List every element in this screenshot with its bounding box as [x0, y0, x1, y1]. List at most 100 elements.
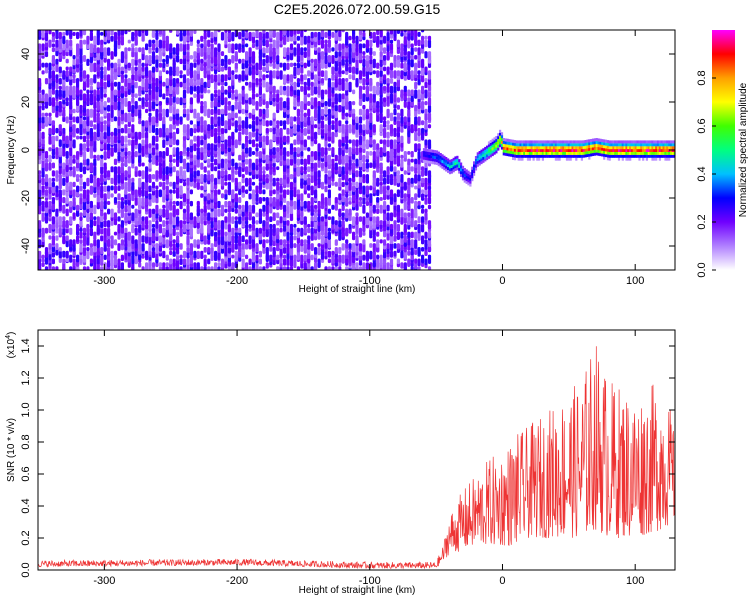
spectrogram-cell — [352, 30, 356, 35]
spectrogram-cell — [289, 43, 294, 50]
spectrogram-cell — [179, 227, 183, 237]
spectrogram-cell — [55, 74, 59, 80]
spectrogram-cell — [296, 166, 300, 176]
spectrogram-cell — [120, 120, 124, 125]
spectrogram-cell — [362, 135, 366, 142]
spectrogram-cell — [138, 143, 142, 154]
spectrogram-cell — [107, 208, 111, 215]
spectrogram-cell — [186, 78, 190, 88]
spectrogram-cell — [193, 108, 197, 115]
spectrogram-cell — [200, 162, 204, 170]
spectrogram-cell — [376, 30, 380, 36]
spectrogram-cell — [44, 78, 49, 85]
spectrogram-cell — [255, 185, 259, 194]
spectrogram-cell — [269, 139, 273, 150]
spectrogram-cell — [331, 158, 335, 164]
spectrogram-cell — [245, 147, 249, 154]
spectrogram-cell — [296, 243, 300, 253]
spectrogram-cell — [117, 127, 121, 134]
spectrogram-signal-cell — [495, 136, 498, 139]
spectrogram-cell — [76, 254, 80, 263]
spectrogram-cell — [338, 266, 342, 270]
spectrogram-cell — [62, 197, 66, 204]
spectrogram-cell — [255, 93, 259, 98]
spectrogram-cell — [300, 151, 304, 157]
spectrogram-cell — [210, 74, 214, 83]
spectrogram-cell — [258, 250, 262, 258]
spectrogram-cell — [348, 181, 352, 191]
spectrogram-cell — [186, 112, 190, 121]
spectrogram-cell — [386, 131, 390, 139]
spectrogram-cell — [362, 51, 366, 55]
spectrogram-cell — [203, 101, 207, 109]
spectrogram-cell — [44, 101, 49, 109]
spectrogram-cell — [338, 120, 342, 127]
spectrogram-cell — [55, 170, 59, 179]
spectrogram-cell — [176, 254, 180, 261]
spectrogram-signal-cell — [521, 143, 524, 147]
spectrogram-cell — [62, 31, 66, 37]
spectrogram-cell — [176, 208, 180, 216]
spectrogram-cell — [248, 47, 252, 57]
spectrogram-signal-cell — [526, 151, 530, 155]
spectrogram-cell — [400, 185, 404, 195]
spectrogram-cell — [41, 112, 45, 118]
spectrogram-cell — [193, 181, 197, 189]
spectrogram-cell — [231, 189, 235, 200]
spectrogram-cell — [48, 70, 52, 79]
spectrogram-cell — [203, 151, 207, 161]
spectrogram-cell — [210, 143, 214, 153]
spectrogram-cell — [169, 181, 173, 187]
spectrogram-cell — [193, 51, 197, 60]
spectrogram-cell — [210, 174, 214, 183]
spectrogram-cell — [362, 58, 366, 66]
spectrogram-cell — [189, 85, 193, 94]
spectrogram-cell — [196, 181, 200, 190]
spectrogram-cell — [214, 166, 218, 172]
spectrogram-cell — [117, 243, 121, 251]
spectrogram-cell — [182, 135, 187, 141]
spectrogram-signal-cell — [512, 154, 515, 158]
spectrogram-cell — [265, 120, 269, 127]
spectrogram-cell — [176, 43, 180, 54]
spectrogram-cell — [172, 166, 176, 173]
spectrogram-cell — [89, 212, 93, 220]
spectrogram-cell — [403, 151, 407, 159]
spectrogram-cell — [407, 212, 411, 217]
spectrogram-signal-cell — [486, 154, 489, 158]
spectrogram-cell — [165, 166, 169, 175]
spectrogram-cell — [231, 43, 235, 51]
spectrogram-cell — [358, 43, 363, 50]
spectrogram-cell — [283, 85, 287, 91]
spectrogram-cell — [155, 135, 159, 142]
spectrogram-cell — [279, 258, 283, 264]
spectrogram-cell — [124, 204, 128, 213]
spectrogram-cell — [131, 204, 135, 209]
spectrogram-cell — [89, 247, 93, 256]
spectrogram-cell — [79, 39, 83, 49]
spectrogram-signal-cell — [500, 135, 504, 139]
spectrogram-cell — [138, 216, 142, 225]
spectrogram-cell — [403, 35, 407, 46]
spectrogram-cell — [352, 243, 356, 253]
spectrogram-cell — [138, 58, 142, 64]
spectrogram-cell — [314, 58, 318, 67]
spectrogram-cell — [103, 74, 107, 81]
spectrogram-cell — [89, 62, 93, 73]
spectrogram-cell — [410, 208, 414, 219]
spectrogram-cell — [265, 250, 269, 261]
spectrogram-cell — [414, 158, 418, 165]
spectrogram-cell — [51, 70, 55, 79]
spectrogram-signal-cell — [486, 151, 489, 155]
spectrogram-cell — [72, 239, 76, 246]
spectrogram-cell — [93, 177, 97, 188]
spectrogram-cell — [69, 181, 73, 191]
spectrogram-cell — [145, 147, 149, 155]
spectrogram-cell — [210, 93, 214, 102]
spectrogram-cell — [234, 101, 238, 110]
spectrogram-cell — [127, 62, 131, 69]
spectrogram-cell — [303, 174, 307, 181]
spectrogram-cell — [72, 108, 76, 114]
spectrogram-cell — [272, 62, 276, 69]
spectrogram-cell — [51, 43, 55, 48]
